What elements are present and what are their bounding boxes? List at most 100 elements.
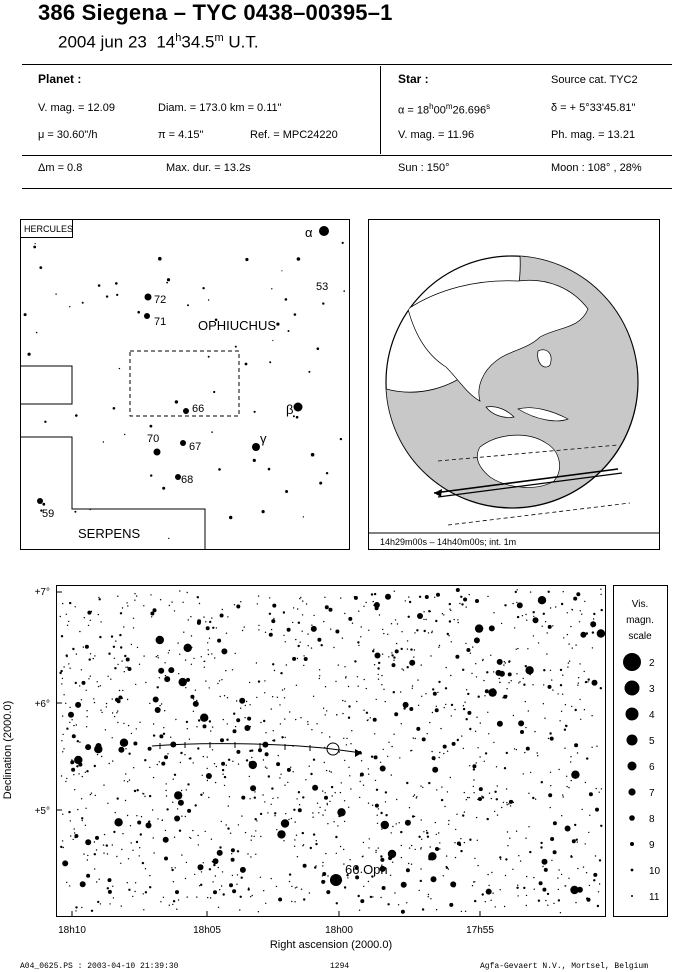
chart-star [365, 601, 367, 604]
chart-star [309, 846, 312, 850]
chart-star [132, 895, 134, 898]
chart-star [221, 679, 223, 681]
chart-star [182, 601, 184, 603]
chart-star [294, 887, 297, 889]
chart-star [461, 603, 464, 606]
chart-star [508, 661, 510, 663]
chart-star [231, 874, 234, 877]
finder-star [207, 299, 210, 301]
finder-star [27, 352, 31, 356]
date: 2004 jun 23 [58, 32, 147, 52]
chart-star [292, 656, 297, 661]
finder-star [287, 330, 290, 332]
chart-star [143, 605, 145, 607]
chart-star [217, 638, 222, 643]
chart-star [177, 799, 184, 806]
chart-star [423, 629, 426, 633]
chart-star [410, 648, 413, 651]
info-divider [380, 66, 381, 154]
chart-star [593, 612, 596, 616]
chart-star [217, 682, 219, 685]
chart-star [173, 773, 177, 776]
finder-star [207, 355, 210, 358]
chart-star [292, 771, 294, 773]
chart-star [280, 773, 282, 775]
finder-star [118, 367, 121, 370]
chart-star [139, 833, 142, 836]
chart-star [159, 599, 162, 601]
chart-star [512, 801, 515, 804]
chart-star [108, 762, 110, 765]
chart-star [181, 815, 183, 817]
chart-star [270, 708, 272, 710]
chart-star [375, 698, 377, 701]
chart-star [431, 750, 433, 753]
chart-star [577, 677, 580, 679]
chart-star [135, 683, 137, 686]
chart-star [322, 861, 324, 864]
chart-star [217, 906, 220, 908]
chart-star [597, 891, 600, 893]
chart-star [110, 635, 114, 638]
chart-star [488, 625, 495, 632]
chart-star [380, 855, 383, 858]
chart-star [443, 706, 445, 709]
chart-star [427, 632, 430, 634]
chart-star [62, 751, 64, 753]
chart-star [134, 882, 137, 884]
chart-star [396, 798, 398, 801]
scale-dot-10 [630, 868, 634, 872]
chart-star [598, 791, 600, 793]
chart-star [280, 819, 290, 828]
finder-star [310, 452, 315, 457]
chart-star [439, 751, 441, 754]
chart-star [302, 796, 305, 799]
chart-star [183, 643, 192, 653]
chart-star [557, 693, 559, 695]
chart-star [220, 885, 223, 887]
chart-star [297, 644, 300, 648]
chart-star [485, 888, 492, 895]
chart-star [327, 875, 329, 877]
chart-star [308, 892, 311, 894]
chart-star [223, 775, 227, 779]
chart-star [79, 685, 81, 687]
chart-star [560, 602, 564, 606]
chart-star [484, 752, 488, 755]
chart-star [575, 644, 577, 646]
chart-star [378, 661, 381, 665]
chart-star [456, 813, 458, 815]
chart-star [271, 787, 274, 790]
chart-star [537, 642, 540, 644]
chart-star [562, 796, 564, 798]
chart-star [63, 694, 65, 696]
chart-star [505, 751, 508, 755]
chart-star [126, 666, 129, 668]
chart-star [324, 714, 326, 716]
chart-star [68, 620, 70, 623]
chart-star [445, 855, 448, 857]
chart-star [71, 767, 76, 772]
chart-star [547, 624, 552, 629]
chart-star [600, 588, 602, 590]
chart-star [584, 843, 586, 845]
chart-star [367, 768, 369, 770]
chart-star [473, 779, 475, 781]
chart-star [520, 730, 524, 734]
chart-star [175, 890, 179, 895]
chart-star [393, 659, 395, 661]
chart-star [133, 767, 135, 769]
chart-star [568, 660, 571, 662]
chart-star [127, 724, 130, 727]
star-label: Star : [398, 72, 429, 86]
chart-star [281, 736, 284, 739]
chart-star [324, 792, 326, 794]
chart-star [162, 896, 165, 898]
finder-star [168, 537, 170, 540]
chart-star [568, 643, 570, 645]
chart-star [251, 756, 253, 759]
chart-star [176, 808, 179, 810]
chart-star [90, 792, 93, 794]
chart-star [586, 897, 589, 900]
chart-star [579, 663, 581, 665]
